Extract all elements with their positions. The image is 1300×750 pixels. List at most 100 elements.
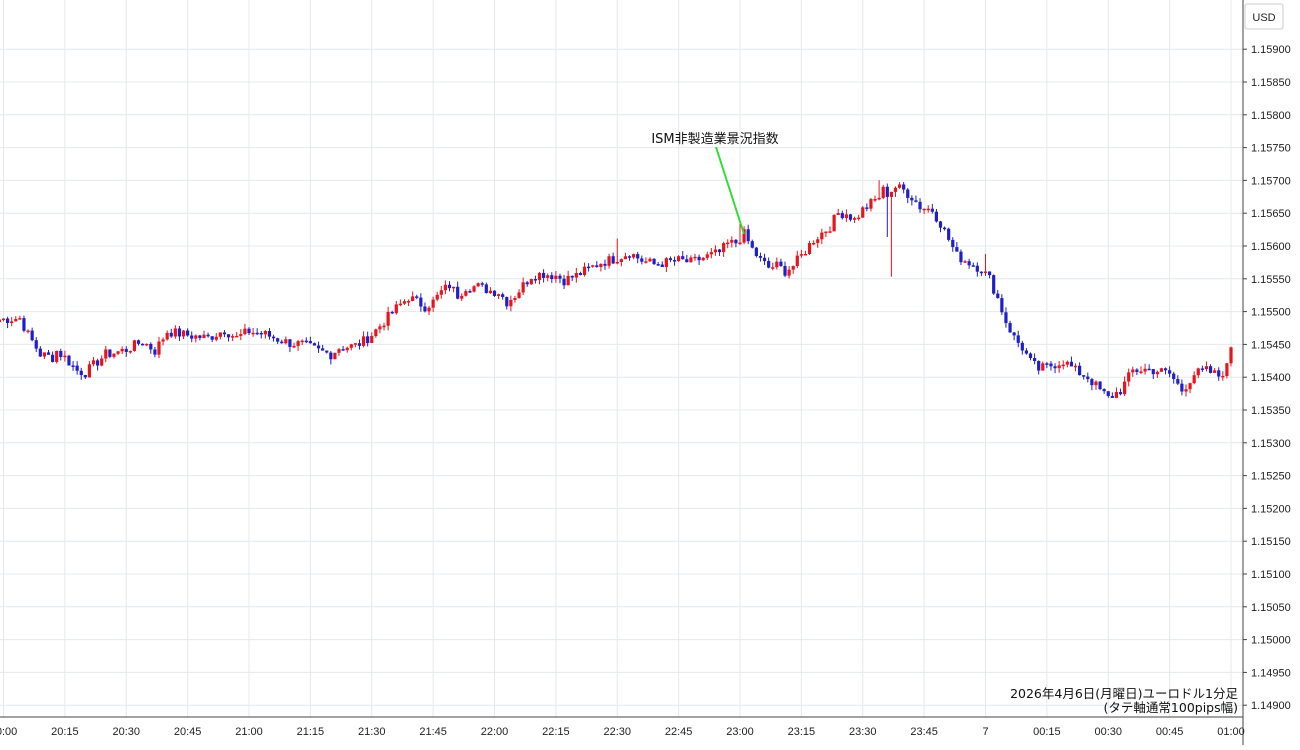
candle-body: [1196, 368, 1200, 376]
candle-body: [476, 283, 480, 287]
x-tick-label: 22:30: [603, 726, 631, 738]
candle-body: [713, 249, 718, 253]
candle-body: [1057, 365, 1061, 369]
y-tick-label: 1.15450: [1251, 339, 1291, 351]
candle-body: [79, 370, 83, 376]
candle-body: [447, 284, 452, 289]
y-tick-label: 1.15250: [1251, 471, 1291, 483]
candle-body: [431, 299, 435, 308]
candle-body: [259, 332, 263, 335]
candle-body: [881, 186, 885, 198]
candle-body: [1204, 366, 1209, 370]
candle-body: [1217, 370, 1221, 377]
candle-body: [930, 208, 934, 212]
candle-body: [165, 332, 169, 340]
candle-body: [1143, 368, 1147, 372]
candle-body: [22, 318, 26, 331]
candle-body: [820, 232, 824, 240]
candle-body: [632, 254, 636, 258]
candle-body: [296, 341, 300, 346]
candle-body: [153, 349, 157, 355]
candle-body: [337, 349, 341, 353]
candle-body: [1151, 369, 1155, 375]
candle-body: [832, 214, 836, 232]
candle-body: [14, 319, 18, 322]
x-tick-label: 23:15: [788, 726, 816, 738]
x-tick-label: 00:15: [1033, 726, 1061, 738]
candle-body: [897, 184, 902, 188]
candle-body: [382, 325, 386, 328]
candle-body: [1098, 381, 1102, 390]
candle-body: [709, 252, 713, 255]
candle-body: [104, 349, 108, 359]
candle-body: [836, 213, 840, 215]
candle-body: [222, 332, 227, 335]
candle-body: [877, 197, 881, 200]
candle-body: [848, 214, 853, 220]
candle-body: [738, 242, 742, 245]
candle-body: [0, 319, 2, 323]
candle-body: [492, 290, 497, 296]
currency-label[interactable]: USD: [1252, 12, 1275, 24]
candle-body: [987, 271, 992, 276]
candle-body: [1135, 369, 1139, 372]
y-tick-label: 1.15100: [1251, 569, 1291, 581]
candle-body: [529, 279, 533, 285]
candle-body: [10, 321, 14, 323]
candle-body: [300, 340, 304, 343]
candle-body: [292, 345, 296, 348]
candle-body: [812, 242, 816, 245]
y-tick-label: 1.14950: [1251, 667, 1291, 679]
candle-body: [1061, 364, 1065, 367]
candle-body: [271, 336, 276, 339]
x-tick-label: 23:45: [910, 726, 938, 738]
candle-body: [734, 239, 738, 244]
candle-body: [1221, 375, 1225, 378]
candle-body: [370, 336, 374, 344]
candle-body: [30, 330, 34, 341]
candle-body: [971, 265, 975, 267]
candle-body: [992, 275, 996, 294]
candle-body: [321, 348, 325, 351]
candle-body: [554, 275, 558, 279]
candle-body: [648, 258, 652, 262]
candle-body: [1114, 392, 1119, 398]
candle-body: [349, 344, 353, 348]
candle-body: [758, 255, 763, 258]
y-tick-label: 1.15650: [1251, 208, 1291, 220]
candle-body: [1024, 350, 1029, 354]
candle-body: [840, 213, 844, 219]
candle-body: [112, 353, 116, 357]
candle-body: [276, 338, 280, 342]
candle-body: [120, 348, 124, 352]
candle-body: [329, 352, 333, 360]
x-tick-label: 00:30: [1094, 726, 1122, 738]
candle-body: [517, 292, 521, 299]
candle-body: [26, 330, 30, 333]
candle-body: [71, 365, 75, 367]
candle-body: [96, 360, 100, 366]
candle-body: [181, 330, 186, 337]
y-tick-label: 1.15500: [1251, 307, 1291, 319]
candle-body: [1127, 372, 1131, 382]
candle-body: [267, 331, 272, 337]
y-tick-label: 1.15600: [1251, 241, 1291, 253]
candle-body: [1172, 373, 1176, 380]
candle-body: [91, 360, 96, 365]
candle-body: [42, 352, 47, 357]
candle-body: [906, 189, 910, 198]
candle-body: [374, 329, 378, 337]
candle-body: [1110, 396, 1114, 398]
candle-body: [951, 239, 955, 248]
grid-layer: [0, 0, 1243, 717]
candle-body: [100, 358, 104, 366]
candle-body: [689, 257, 693, 263]
candle-body: [357, 343, 362, 346]
candle-body: [889, 191, 893, 197]
candle-body: [1159, 368, 1164, 372]
candle-body: [5, 318, 10, 323]
candle-body: [1176, 379, 1180, 384]
candle-body: [451, 286, 456, 289]
candle-body: [767, 261, 771, 268]
